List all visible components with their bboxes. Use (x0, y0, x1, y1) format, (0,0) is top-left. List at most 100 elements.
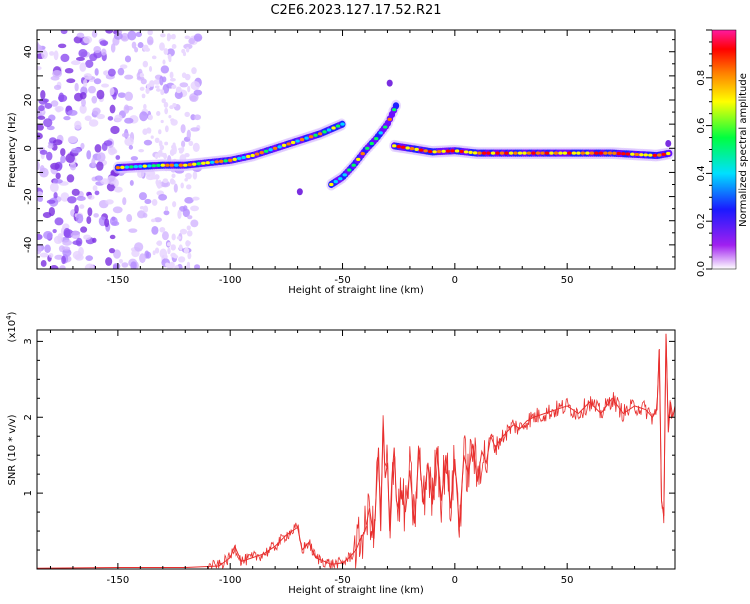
noise-speckle (62, 248, 72, 257)
noise-speckle (60, 53, 70, 63)
trace-main-branch-core (259, 151, 264, 155)
noise-speckle (142, 44, 149, 52)
trace-lower-branch-core (383, 125, 388, 129)
trace-lower-branch-core (365, 146, 370, 150)
noise-speckle (71, 147, 81, 154)
noise-speckle (147, 39, 154, 45)
trace-main-branch-core (272, 146, 278, 150)
noise-speckle (190, 205, 200, 212)
noise-speckle (67, 135, 78, 144)
trace-horizontal-branch-core (603, 151, 608, 155)
noise-speckle (60, 192, 70, 202)
noise-speckle (162, 178, 169, 184)
noise-speckle (94, 190, 100, 196)
trace-main-branch-core (241, 155, 246, 160)
noise-speckle (154, 217, 162, 223)
spectrogram-y-tick-label: -40 (23, 237, 34, 253)
noise-speckle (137, 42, 144, 49)
trace-main-branch-core (322, 130, 327, 134)
noise-speckle (165, 262, 170, 268)
noise-speckle (177, 209, 182, 219)
noise-speckle (48, 253, 54, 258)
spectrogram-x-tick-label: -100 (219, 275, 242, 286)
spectrogram-y-tick-label: 40 (23, 45, 34, 58)
noise-speckle (70, 60, 81, 66)
snr-frame (36, 329, 676, 570)
snr-x-tick-label: 50 (561, 575, 574, 586)
noise-speckle (93, 78, 102, 85)
noise-speckle (165, 206, 169, 211)
noise-speckle (83, 234, 92, 240)
noise-speckle (88, 85, 96, 94)
trace-horizontal-branch-core (549, 151, 554, 155)
colorbar-ticks: 0.0 0.2 0.4 0.6 0.8 (696, 29, 712, 277)
noise-speckle (191, 67, 197, 75)
isolated-blob (665, 139, 672, 147)
noise-speckle (151, 225, 159, 235)
noise-speckle (118, 30, 123, 34)
noise-speckle (149, 170, 156, 177)
noise-speckle (85, 255, 94, 262)
trace-main-branch-core (281, 143, 287, 147)
noise-speckle (169, 71, 174, 79)
noise-speckle (74, 82, 79, 92)
trace-main-branch-core (227, 158, 233, 162)
noise-speckle (150, 218, 156, 223)
trace-main-branch-core (326, 128, 332, 132)
trace-main-branch-core (205, 161, 210, 165)
noise-speckle (158, 194, 168, 201)
noise-speckle (171, 44, 177, 49)
noise-speckle (101, 48, 107, 56)
noise-speckle (87, 207, 93, 217)
noise-speckle (184, 35, 191, 40)
noise-speckle (186, 225, 191, 231)
noise-speckle (124, 117, 134, 124)
noise-speckle (79, 104, 87, 114)
noise-speckle (168, 56, 172, 63)
snr-series-noise (207, 335, 673, 569)
noise-speckle (49, 182, 59, 193)
noise-speckle (186, 230, 193, 237)
noise-speckle (73, 36, 83, 44)
trace-main-branch-core (286, 142, 291, 146)
snr-ticks: -150 -100 -50 0 50 1 2 3 (23, 330, 675, 586)
noise-speckle (101, 83, 110, 88)
noise-speckle (171, 173, 176, 179)
spectrogram-marks (37, 30, 675, 269)
trace-horizontal-branch-core (454, 149, 460, 153)
noise-speckle (53, 50, 59, 61)
trace-horizontal-branch-core (445, 149, 451, 153)
noise-speckle (167, 247, 171, 255)
trace-horizontal-branch-core (562, 151, 568, 155)
noise-speckle (60, 30, 68, 35)
snr-y-tick-label: 3 (23, 338, 34, 344)
noise-speckle (121, 262, 129, 268)
trace-horizontal-branch-core (432, 150, 437, 154)
noise-speckle (54, 217, 64, 226)
noise-speckle (47, 144, 54, 149)
trace-lower-branch-core (338, 177, 343, 181)
noise-speckle (156, 241, 163, 246)
noise-speckle (178, 147, 183, 151)
noise-speckle (67, 196, 77, 204)
noise-speckle (151, 55, 157, 60)
noise-speckle (96, 161, 104, 171)
noise-speckle (126, 214, 133, 223)
noise-speckle (55, 172, 61, 180)
trace-main-branch-core (183, 163, 188, 167)
noise-speckle (154, 153, 159, 160)
snr-x-tick-label: -50 (334, 575, 350, 586)
trace-horizontal-branch-core (400, 145, 406, 149)
noise-speckle (79, 62, 87, 72)
trace-main-branch-core (115, 166, 121, 170)
noise-speckle (96, 113, 106, 120)
noise-speckle (184, 178, 188, 182)
noise-speckle (156, 110, 161, 117)
trace-main-branch-core (192, 162, 197, 166)
noise-speckle (122, 197, 127, 206)
noise-speckle (139, 111, 148, 122)
noise-speckle (128, 145, 134, 150)
noise-speckle (170, 252, 177, 258)
trace-horizontal-branch-core (522, 151, 527, 155)
